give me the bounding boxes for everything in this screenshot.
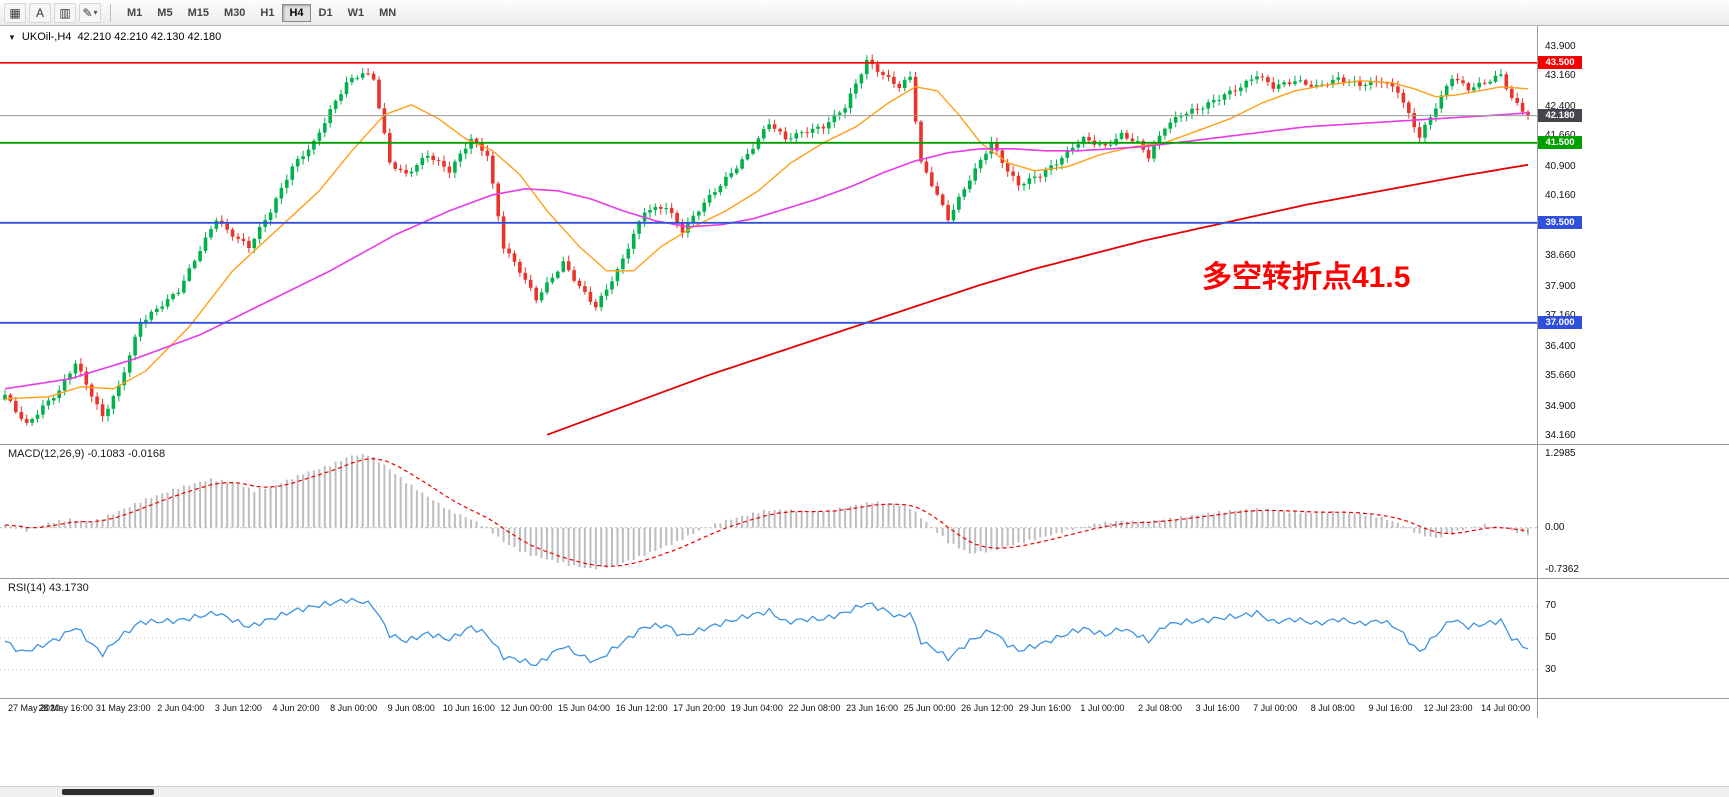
time-axis-label: 8 Jul 08:00 — [1310, 703, 1355, 713]
main-chart-panel[interactable]: ▼ UKOil-,H4 42.210 42.210 42.130 42.180 … — [0, 26, 1537, 444]
chart-type-icon-button[interactable]: ▥ — [54, 2, 76, 23]
rsi-panel[interactable]: RSI(14) 43.1730 — [0, 578, 1537, 698]
time-axis-label: 19 Jun 04:00 — [730, 703, 783, 713]
draw-tools-icon: ✎ — [82, 5, 93, 20]
time-axis-label: 9 Jun 08:00 — [387, 703, 435, 713]
text-cursor-icon: A — [35, 5, 44, 20]
timeframe-m15-button[interactable]: M15 — [181, 4, 216, 22]
chart-annotation: 多空转折点41.5 — [1202, 261, 1411, 294]
timeframe-w1-button[interactable]: W1 — [341, 4, 372, 22]
scrollbar-thumb[interactable] — [62, 789, 154, 795]
price-axis-label: 40.900 — [1545, 160, 1576, 172]
price-tag: 37.000 — [1538, 315, 1582, 329]
rsi-axis-label: 50 — [1545, 632, 1557, 643]
price-axis-label: 42.400 — [1545, 100, 1576, 112]
time-axis-label: 28 May 16:00 — [38, 703, 93, 713]
timeframe-h4-button[interactable]: H4 — [282, 3, 311, 22]
time-axis-label: 12 Jul 23:00 — [1423, 703, 1473, 713]
time-axis-label: 23 Jun 16:00 — [845, 703, 899, 713]
axis-border — [1537, 26, 1538, 718]
time-axis-label: 29 Jun 16:00 — [1018, 703, 1071, 713]
ohlc-readout: 42.210 42.210 42.130 42.180 — [77, 31, 222, 43]
time-axis-label: 15 Jun 04:00 — [557, 703, 611, 713]
chart-title: ▼ UKOil-,H4 42.210 42.210 42.130 42.180 — [8, 31, 221, 43]
price-axis-label: 35.660 — [1545, 370, 1576, 382]
time-axis-label: 1 Jul 00:00 — [1080, 703, 1125, 713]
price-axis-label: 40.160 — [1545, 190, 1576, 202]
panel-separator[interactable] — [0, 698, 1729, 699]
time-axis-label: 2 Jul 08:00 — [1137, 703, 1183, 713]
price-tag: 43.500 — [1538, 55, 1582, 69]
draw-tools-icon-button[interactable]: ✎ ▾ — [79, 2, 101, 23]
rsi-label: RSI(14) 43.1730 — [8, 582, 89, 594]
time-axis-label: 12 Jun 00:00 — [500, 703, 553, 713]
time-axis-label: 25 Jun 00:00 — [903, 703, 956, 713]
text-cursor-icon-button[interactable]: A — [29, 2, 51, 23]
price-axis-label: 43.160 — [1545, 70, 1576, 82]
timeframe-bar: M1 M5 M15 M30 H1 H4 D1 W1 MN — [120, 3, 403, 22]
toolbar-left: ▦ A ▥ ✎ ▾ — [4, 2, 101, 23]
time-axis-label: 14 Jul 00:00 — [1481, 703, 1531, 713]
panel-separator[interactable] — [0, 444, 1729, 445]
price-axis[interactable]: 43.90043.16042.40041.66040.90040.16039.4… — [1537, 26, 1729, 718]
chart-window-icon-button[interactable]: ▦ — [4, 2, 26, 23]
macd-axis-label: -0.7362 — [1545, 563, 1579, 575]
price-axis-label: 34.160 — [1545, 430, 1576, 442]
timeframe-m30-button[interactable]: M30 — [217, 4, 252, 22]
time-axis-label: 2 Jun 04:00 — [157, 703, 205, 713]
price-tag: 41.500 — [1538, 135, 1582, 149]
time-axis-label: 26 Jun 12:00 — [961, 703, 1014, 713]
macd-axis-label: 1.2985 — [1545, 447, 1576, 459]
symbol-collapse-icon[interactable]: ▼ — [8, 32, 16, 42]
price-axis-label: 37.900 — [1545, 280, 1576, 292]
price-axis-label: 43.900 — [1545, 40, 1576, 52]
price-tag: 39.500 — [1538, 215, 1582, 229]
time-axis-label: 3 Jun 12:00 — [214, 703, 262, 713]
chart-window-icon: ▦ — [9, 5, 21, 20]
rsi-axis-label: 30 — [1545, 663, 1557, 675]
price-axis-label: 34.900 — [1545, 400, 1576, 412]
dropdown-caret-icon: ▾ — [93, 8, 98, 17]
time-axis-label: 3 Jul 16:00 — [1195, 703, 1240, 713]
symbol-name: UKOil-,H4 — [21, 31, 72, 43]
toolbar: ▦ A ▥ ✎ ▾ M1 M5 M15 M30 H1 H4 D1 W1 MN — [0, 0, 1729, 26]
time-axis-label: 17 Jun 20:00 — [673, 703, 726, 713]
rsi-axis-label: 70 — [1545, 600, 1557, 612]
time-axis-label: 7 Jul 00:00 — [1253, 703, 1298, 713]
time-axis-label: 22 Jun 08:00 — [788, 703, 841, 713]
chart-type-icon: ▥ — [59, 5, 71, 20]
panel-separator[interactable] — [0, 578, 1729, 579]
price-axis-label: 38.660 — [1545, 250, 1576, 262]
time-axis-label: 16 Jun 12:00 — [615, 703, 668, 713]
time-axis-label: 4 Jun 20:00 — [272, 703, 320, 713]
timeframe-m5-button[interactable]: M5 — [150, 4, 179, 22]
time-axis-label: 8 Jun 00:00 — [330, 703, 378, 713]
timeframe-mn-button[interactable]: MN — [372, 4, 403, 22]
time-axis[interactable]: 27 May 2020 28 May 16:00 31 May 23:00 2 Jun… — [0, 698, 1537, 718]
rsi-canvas[interactable] — [0, 578, 1537, 698]
macd-canvas[interactable] — [0, 444, 1537, 578]
price-axis-label: 36.400 — [1545, 340, 1576, 352]
macd-axis-label: 0.00 — [1545, 521, 1565, 533]
time-axis-label: 31 May 23:00 — [95, 703, 151, 713]
bottom-scrollbar[interactable] — [0, 786, 1729, 797]
timeframe-m1-button[interactable]: M1 — [120, 4, 149, 22]
macd-panel[interactable]: MACD(12,26,9) -0.1083 -0.0168 — [0, 444, 1537, 578]
timeframe-d1-button[interactable]: D1 — [312, 4, 340, 22]
time-axis-label: 27 May 2020 — [8, 703, 61, 713]
toolbar-separator — [110, 3, 111, 22]
macd-label: MACD(12,26,9) -0.1083 -0.0168 — [8, 448, 166, 460]
time-axis-label: 10 Jun 16:00 — [442, 703, 495, 713]
timeframe-h1-button[interactable]: H1 — [253, 4, 281, 22]
price-tag: 42.180 — [1538, 108, 1582, 122]
time-axis-label: 9 Jul 16:00 — [1368, 703, 1413, 713]
candlestick-canvas[interactable] — [0, 26, 1537, 444]
